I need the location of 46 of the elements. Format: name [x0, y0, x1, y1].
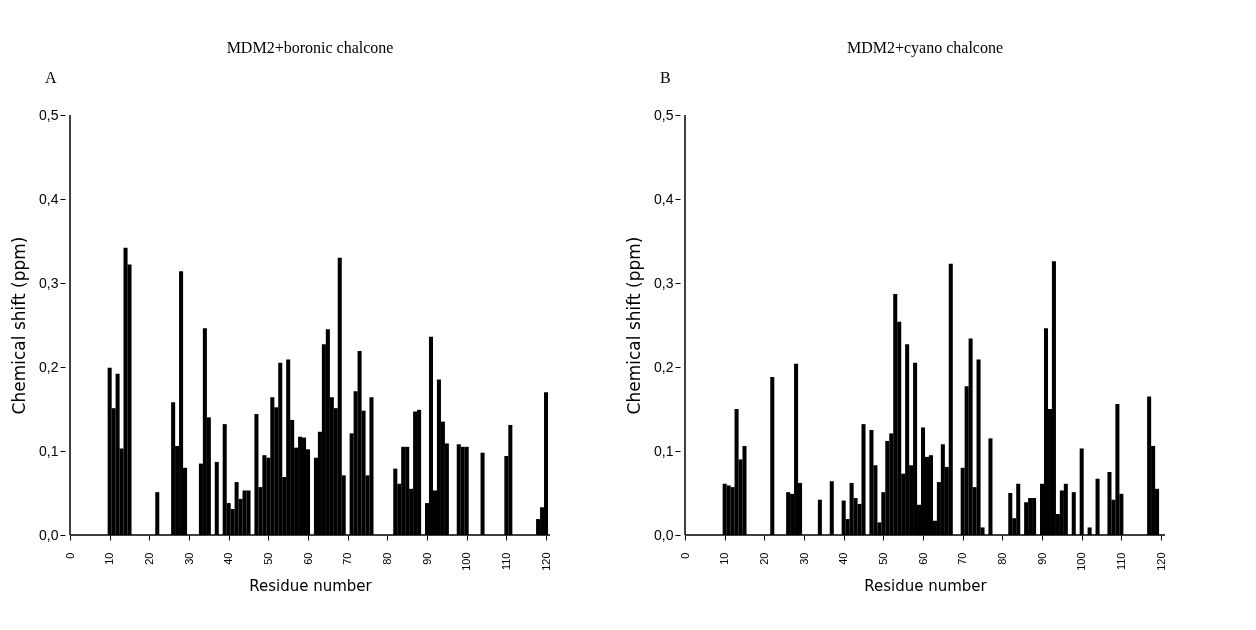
- x-tick-label: 0: [63, 552, 76, 559]
- y-tick-label: 0,1: [39, 442, 59, 459]
- x-tick-label: 10: [103, 552, 116, 565]
- x-tick-label: 110: [499, 552, 512, 571]
- x-tick-label: 30: [797, 552, 810, 565]
- x-tick-label: 80: [995, 552, 1008, 565]
- y-tick-label: 0,4: [654, 190, 674, 207]
- chart-title: MDM2+boronic chalcone: [226, 39, 394, 56]
- x-tick-label: 80: [380, 552, 393, 565]
- y-tick-label: 0,0: [654, 526, 674, 543]
- x-axis-title: Residue number: [864, 576, 988, 595]
- y-axis-title: Chemical shift (ppm): [624, 236, 645, 415]
- y-axis-title: Chemical shift (ppm): [9, 236, 30, 415]
- y-tick-label: 0,3: [654, 274, 674, 291]
- x-axis-title: Residue number: [249, 576, 373, 595]
- x-tick-label: 20: [142, 552, 155, 565]
- y-tick-label: 0,2: [654, 358, 674, 375]
- y-tick-label: 0,5: [39, 106, 59, 123]
- x-tick-label: 110: [1114, 552, 1127, 571]
- y-tick-label: 0,2: [39, 358, 59, 375]
- x-tick-label: 100: [460, 552, 473, 571]
- x-tick-label: 40: [222, 552, 235, 565]
- x-tick-label: 120: [1154, 552, 1167, 571]
- y-tick-label: 0,1: [654, 442, 674, 459]
- y-tick-label: 0,5: [654, 106, 674, 123]
- x-tick-label: 90: [420, 552, 433, 565]
- y-tick-label: 0,4: [39, 190, 59, 207]
- y-tick-label: 0,0: [39, 526, 59, 543]
- x-tick-label: 50: [261, 552, 274, 565]
- x-tick-label: 50: [876, 552, 889, 565]
- x-tick-label: 60: [301, 552, 314, 565]
- y-tick-label: 0,3: [39, 274, 59, 291]
- x-tick-label: 10: [718, 552, 731, 565]
- x-tick-label: 70: [341, 552, 354, 565]
- x-tick-label: 40: [837, 552, 850, 565]
- x-tick-label: 0: [678, 552, 691, 559]
- x-tick-label: 100: [1075, 552, 1088, 571]
- x-tick-label: 20: [757, 552, 770, 565]
- chart-title: MDM2+cyano chalcone: [846, 39, 1004, 57]
- x-tick-label: 70: [956, 552, 969, 565]
- x-tick-label: 120: [539, 552, 552, 571]
- x-tick-label: 90: [1035, 552, 1048, 565]
- text: A: [45, 69, 57, 86]
- x-tick-label: 30: [182, 552, 195, 565]
- text: B: [660, 69, 671, 86]
- x-tick-label: 60: [916, 552, 929, 565]
